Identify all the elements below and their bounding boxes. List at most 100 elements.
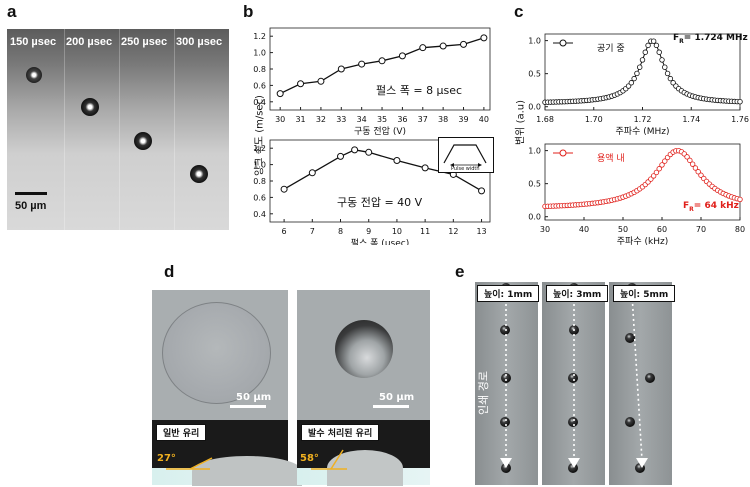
b-xtick-label-0: 30 [275,115,285,124]
e-height-3: 높이: 5mm [613,285,676,302]
c-xtick-label-0: 1.76 [731,115,749,124]
c-xtick-label-0: 1.74 [682,115,700,124]
e-height-2: 높이: 3mm [546,285,609,302]
c-xtick-label-1: 30 [540,225,550,234]
b-point-0 [480,34,488,42]
c-legend-marker-1 [559,149,567,157]
b-xtick-label-0: 34 [357,115,367,124]
c-series-line-1 [544,150,741,207]
b-top-note: 펄스 폭 = 8 µsec [376,84,463,97]
c-top-legend: 공기 중 [597,44,625,54]
b-point-1 [478,187,486,195]
c-xtick-label-1: 40 [579,225,589,234]
c-ytick-label-1: 0.5 [528,180,541,189]
b-xtick-label-1: 12 [448,227,458,236]
c-xlabel-0: 주파수 (MHz) [616,126,670,137]
b-point-0 [398,52,406,60]
scale-label-a: 50 µm [15,200,47,212]
b-ytick-label-0: 1.2 [253,32,266,41]
c-point-0 [645,42,651,49]
b-point-1 [365,148,373,156]
c-ytick-label-1: 0.0 [528,213,541,222]
d-angle-left: 27° [157,453,176,464]
c-top-fr: FR= 1.724 MHz [673,33,748,45]
b-xtick-label-0: 31 [295,115,305,124]
c-point-0 [628,80,635,86]
c-point-1 [662,158,668,164]
c-xtick-label-1: 60 [657,225,667,234]
b-point-0 [276,90,284,98]
panel-c-label: c [514,2,524,21]
b-ytick-label-1: 0.4 [253,210,266,219]
b-xtick-label-0: 40 [479,115,489,124]
panel-e-label: e [455,262,465,281]
c-point-1 [687,157,693,164]
beaded-droplet [335,320,393,378]
c-point-1 [656,166,662,172]
d-left-image [152,290,288,420]
d-scale-left: 50 µm [236,392,272,403]
panel-b-label: b [243,2,254,21]
c-point-1 [659,162,665,168]
c-point-0 [662,64,668,70]
b-xtick-label-0: 36 [397,115,407,124]
b-point-0 [317,77,325,85]
b-point-0 [297,80,305,88]
b-xlabel-1: 펄스 폭 (µsec) [351,237,410,245]
c-ytick-label-1: 1.0 [528,147,541,156]
c-bottom-fr: FR= 64 kHz [683,201,739,213]
b-point-1 [421,164,429,172]
panel-a-label: a [7,2,17,21]
c-point-0 [664,70,671,77]
c-point-0 [670,80,676,86]
d-right-image [297,290,430,420]
c-xtick-label-1: 70 [696,225,706,234]
panel-c-chart: 0.0 0.5 1.0 1.68 1.70 1.72 1.74 1.76 주파수 (MHz) 0.… [528,33,749,247]
c-bottom-legend: 용액 내 [597,154,625,164]
c-point-0 [656,49,662,55]
c-legend-marker-0 [559,39,567,47]
c-point-1 [689,161,696,167]
c-point-0 [650,38,657,44]
time-label-200: 200 µsec [66,36,113,48]
panel-a-image [7,29,229,230]
b-bottom-note: 구동 전압 = 40 V [337,196,423,209]
time-label-250: 250 µsec [121,36,168,48]
droplet-150 [26,67,42,83]
b-point-1 [280,185,288,193]
pulse-width-label: Pulse width [451,166,480,172]
b-ytick-label-1: 1.0 [253,161,266,170]
b-xtick-label-0: 35 [377,115,387,124]
d-angle-right: 58° [300,453,319,464]
b-point-0 [460,40,468,48]
d-glass-left: 일반 유리 [156,424,207,441]
b-point-0 [419,44,427,52]
c-ytick-label-0: 0.5 [528,70,541,79]
c-xtick-label-1: 50 [618,225,628,234]
droplet-300 [190,165,208,183]
c-point-0 [631,75,637,82]
c-xlabel-1: 주파수 (kHz) [617,236,668,247]
droplet-200 [81,98,99,116]
b-ytick-label-1: 0.8 [253,177,266,186]
c-point-0 [625,83,632,89]
panel-d-label: d [164,262,175,281]
scale-bar-a [15,192,47,195]
b-point-1 [393,157,401,164]
b-ytick-label-0: 0.4 [253,98,266,107]
c-point-1 [650,173,657,179]
c-point-1 [653,169,660,176]
c-ytick-label-0: 1.0 [528,37,541,46]
c-ytick-label-0: 0.0 [528,103,541,112]
b-point-0 [337,65,345,73]
time-label-300: 300 µsec [176,36,223,48]
c-xtick-label-0: 1.72 [634,115,652,124]
spread-droplet [162,302,271,404]
b-xtick-label-1: 8 [338,227,343,236]
b-ytick-label-0: 0.8 [253,65,266,74]
droplet-250 [134,132,152,150]
c-axes-frame-1 [544,143,741,221]
b-xtick-label-1: 13 [476,227,486,236]
c-point-0 [653,42,660,49]
b-point-1 [308,169,316,177]
